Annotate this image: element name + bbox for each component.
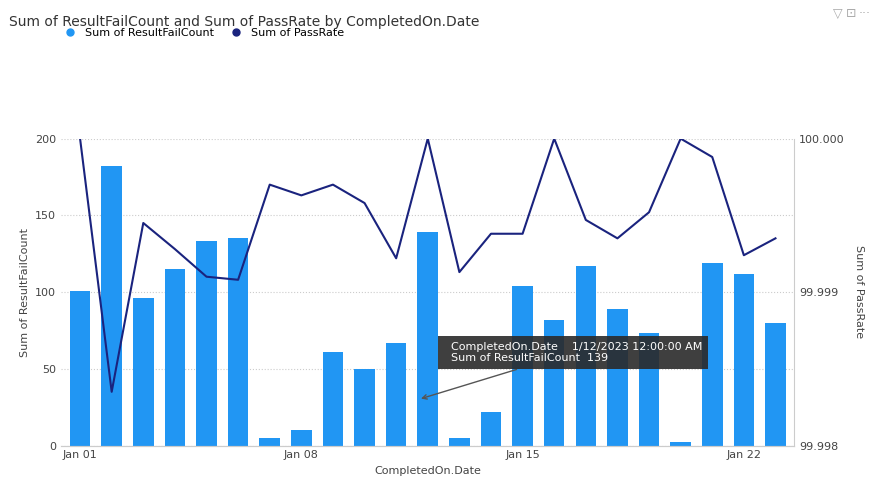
Bar [607, 309, 628, 446]
Y-axis label: Sum of PassRate: Sum of PassRate [855, 246, 864, 339]
Bar [417, 232, 438, 446]
Legend: Sum of ResultFailCount, Sum of PassRate: Sum of ResultFailCount, Sum of PassRate [59, 28, 344, 38]
Bar [291, 430, 312, 446]
Bar [70, 291, 90, 446]
Text: ⊡: ⊡ [846, 7, 856, 20]
Text: Sum of ResultFailCount and Sum of PassRate by CompletedOn.Date: Sum of ResultFailCount and Sum of PassRa… [9, 15, 479, 29]
Bar [481, 412, 501, 446]
Bar [670, 443, 691, 446]
Text: CompletedOn.Date    1/12/2023 12:00:00 AM
  Sum of ResultFailCount  139: CompletedOn.Date 1/12/2023 12:00:00 AM S… [423, 342, 702, 399]
Text: ···: ··· [858, 7, 870, 20]
Bar [639, 334, 659, 446]
Bar [165, 269, 185, 446]
X-axis label: CompletedOn.Date: CompletedOn.Date [375, 466, 481, 476]
Y-axis label: Sum of ResultFailCount: Sum of ResultFailCount [19, 228, 30, 356]
Bar [228, 238, 249, 446]
Bar [259, 438, 280, 446]
Bar [766, 323, 786, 446]
Bar [512, 286, 533, 446]
Bar [575, 266, 596, 446]
Bar [449, 438, 470, 446]
Bar [544, 320, 565, 446]
Text: ▽: ▽ [833, 7, 843, 20]
Bar [733, 274, 754, 446]
Bar [323, 352, 343, 446]
Bar [386, 343, 407, 446]
Bar [196, 242, 217, 446]
Bar [101, 166, 122, 446]
Bar [702, 263, 723, 446]
Bar [354, 369, 375, 446]
Bar [133, 298, 154, 446]
